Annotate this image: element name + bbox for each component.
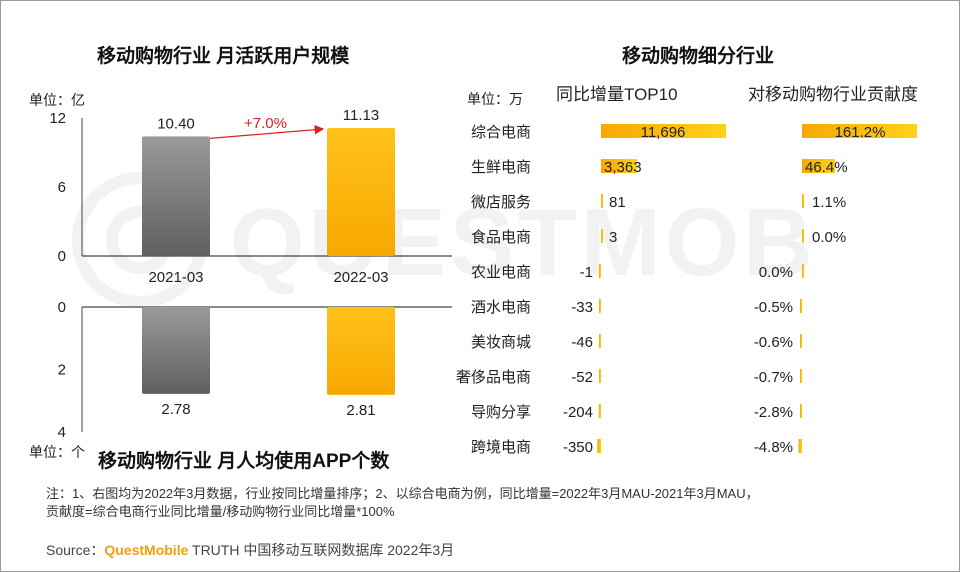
contribution-bar [800,299,802,313]
mau-y-tick-label: 0 [58,248,66,265]
growth-bar [601,229,603,243]
growth-bar [599,264,601,278]
contribution-value-label: -2.8% [754,404,793,421]
apps-bar-value-label: 2.78 [161,401,190,418]
growth-bar [598,404,601,418]
mau-y-tick-label: 12 [49,110,66,127]
apps-bar [327,307,395,395]
contribution-value-label: -0.6% [754,334,793,351]
contribution-value-label: 0.0% [812,229,846,246]
apps-bar-chart: 0 2 4 2.78 2.81 [58,299,452,441]
apps-y-tick-label: 2 [58,362,66,379]
contribution-bar-chart: 161.2% 46.4% 1.1% 0.0% 0.0% -0.5% -0.6% -0.7% -2… [754,124,917,456]
growth-value-label: 81 [609,194,626,211]
contribution-value-label: -0.5% [754,299,793,316]
mau-chart-title: 移动购物行业 月活跃用户规模 [97,46,350,67]
mau-bar-value-label: 11.13 [343,107,379,124]
apps-bar [142,307,210,394]
growth-bar [601,194,603,208]
mau-bar [142,136,210,256]
contribution-bar [800,404,802,418]
contribution-value-label: 1.1% [812,194,846,211]
growth-bar [601,159,637,173]
growth-value-label: -204 [563,404,593,421]
mau-bar-value-label: 10.40 [157,115,195,132]
apps-y-tick-label: 0 [58,299,66,316]
contribution-value-label: -4.8% [754,439,793,456]
apps-bar-value-label: 2.81 [346,402,375,419]
growth-bar [599,369,601,383]
contribution-bar [800,369,802,383]
growth-annotation: +7.0% [244,115,287,132]
contribution-bar [802,229,804,243]
growth-bar [599,334,601,348]
category-label: 跨境电商 [471,438,531,456]
growth-bar-chart: 综合电商生鲜电商微店服务食品电商农业电商酒水电商美妆商城奢侈品电商导购分享跨境电… [456,124,726,456]
growth-bar [599,299,601,313]
source-database: TRUTH 中国移动互联网数据库 2022年3月 [188,542,455,558]
source-line: Source：QuestMobile TRUTH 中国移动互联网数据库 2022… [46,540,454,560]
mau-unit-label: 单位：亿 [29,92,85,108]
mau-bar-chart: 0 6 12 10.40 2021-03 11.13 2022-03 +7.0% [49,107,452,286]
footnote-line-2: 贡献度=综合电商行业同比增量/移动购物行业同比增量*100% [46,504,395,519]
apps-y-tick-label: 4 [58,424,66,441]
source-brand: QuestMobile [104,542,189,558]
growth-bar [601,124,726,138]
category-label: 生鲜电商 [471,159,531,176]
contribution-bar [800,334,802,348]
category-label: 食品电商 [471,229,531,246]
growth-value-label: -52 [571,369,593,386]
contribution-value-label: 0.0% [759,264,793,281]
growth-value-label: 3,363 [604,159,642,176]
category-label: 微店服务 [471,194,531,211]
growth-value-label: 3 [609,229,617,246]
growth-value-label: 11,696 [641,124,686,141]
contribution-value-label: 46.4% [805,159,848,176]
mau-bar [327,128,395,256]
source-label: Source： [46,542,105,558]
contribution-bar [798,439,802,453]
growth-column-header: 同比增量TOP10 [556,85,678,104]
category-label: 导购分享 [471,404,531,421]
category-label: 综合电商 [471,124,531,141]
contribution-value-label: 161.2% [835,124,886,141]
category-label: 奢侈品电商 [456,369,531,386]
growth-value-label: -46 [571,334,593,351]
growth-value-label: -350 [563,439,593,456]
contribution-column-header: 对移动购物行业贡献度 [748,85,918,104]
growth-bar [597,439,601,453]
contribution-bar [802,194,804,208]
mau-x-tick-label: 2022-03 [333,269,388,286]
mau-y-tick-label: 6 [58,179,66,196]
contribution-bar [802,124,917,138]
contribution-bar [802,159,836,173]
segment-unit-label: 单位：万 [467,91,523,107]
apps-chart-title: 移动购物行业 月人均使用APP个数 [98,451,390,472]
apps-unit-label: 单位：个 [29,444,85,460]
category-label: 农业电商 [471,264,531,281]
mau-x-tick-label: 2021-03 [148,269,203,286]
category-label: 酒水电商 [471,299,531,316]
contribution-bar [802,264,804,278]
category-label: 美妆商城 [471,334,531,351]
segment-chart-title: 移动购物细分行业 [622,46,775,67]
growth-value-label: -33 [571,299,593,316]
growth-arrow [209,124,325,139]
footnote-line-1: 注：1、右图均为2022年3月数据，行业按同比增量排序；2、以综合电商为例，同比… [46,486,759,501]
growth-value-label: -1 [580,264,593,281]
contribution-value-label: -0.7% [754,369,793,386]
